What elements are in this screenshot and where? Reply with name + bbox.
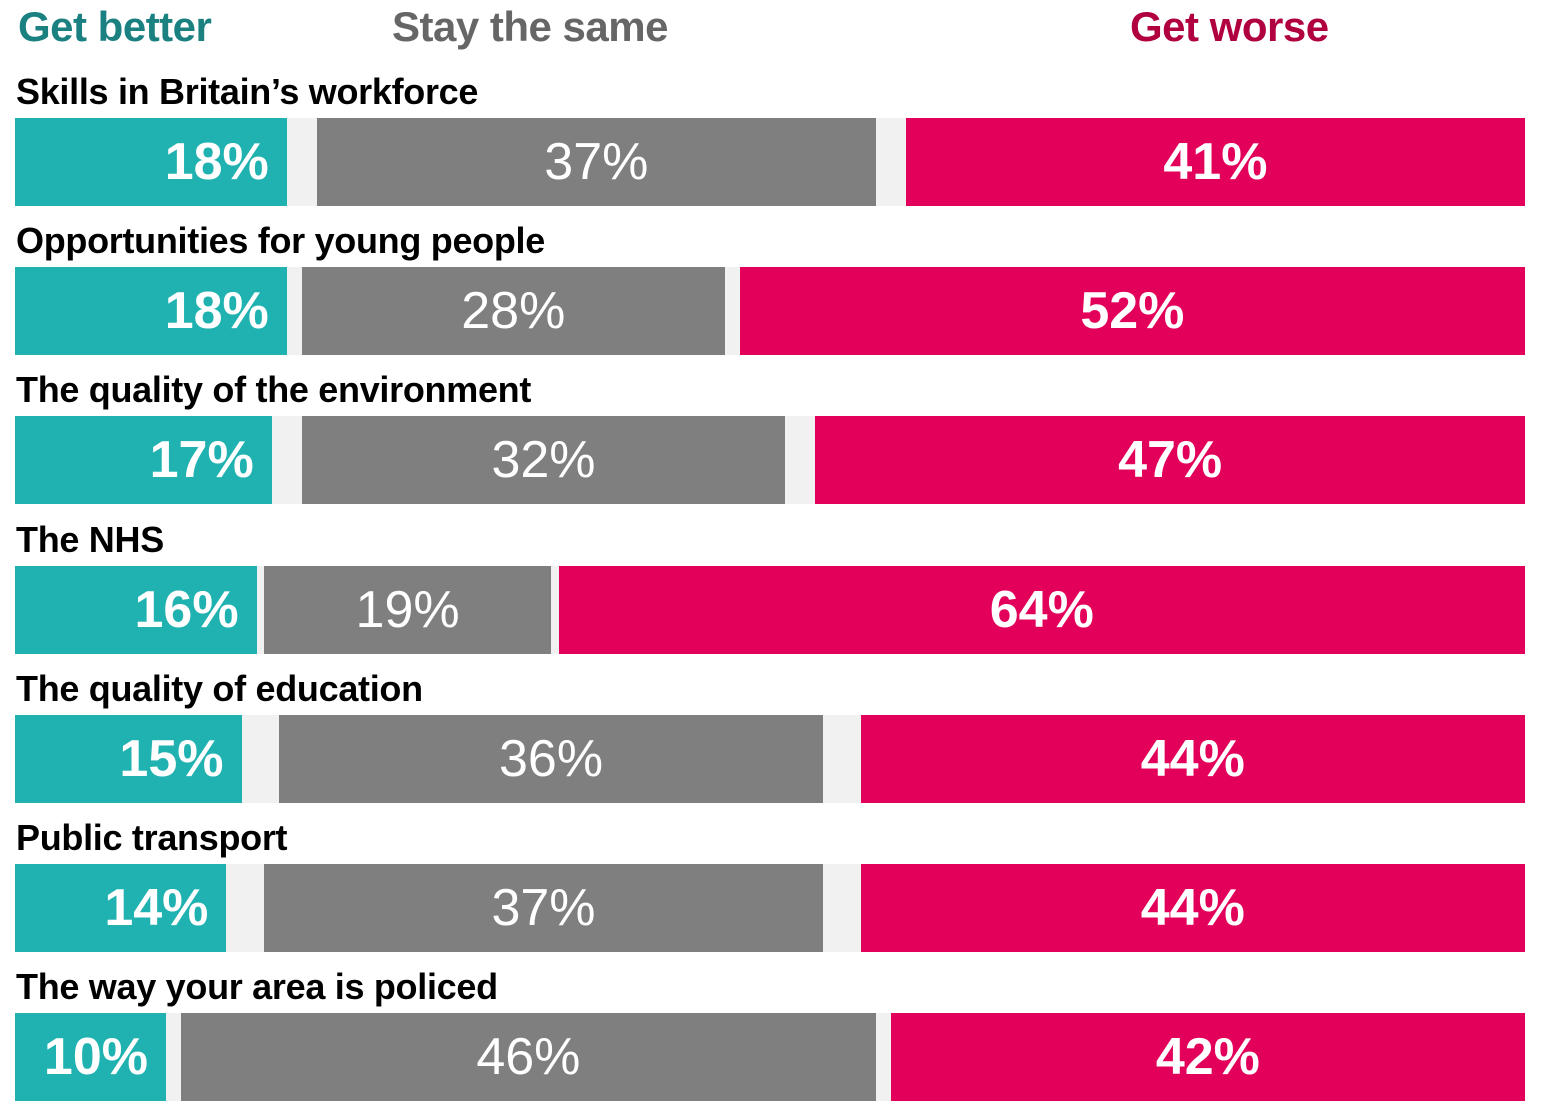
bar-track: 18% 37% 41%	[15, 118, 1525, 206]
bar-segment-better: 10%	[15, 1013, 166, 1101]
bar-segment-worse: 64%	[558, 565, 1525, 654]
bar-segment-worse: 41%	[905, 118, 1525, 206]
bar-segment-worse: 44%	[860, 714, 1525, 803]
legend-get-worse: Get worse	[1130, 3, 1329, 50]
bar-segment-worse: 47%	[815, 416, 1525, 505]
bar-segment-same: 37%	[264, 864, 823, 952]
bar-segment-better: 18%	[15, 267, 287, 356]
bar-segment-same: 19%	[264, 565, 552, 654]
bar-segment-better: 18%	[15, 118, 287, 206]
legend-stay-the-same: Stay the same	[392, 3, 668, 50]
bar-segment-worse: 52%	[739, 267, 1525, 356]
bar-track: 14% 37% 44%	[15, 864, 1525, 952]
category-label-opportunities-for-young-people: Opportunities for young people	[16, 220, 545, 262]
bar-segment-same: 46%	[181, 1013, 876, 1101]
category-label-the-quality-of-the-environment: The quality of the environment	[16, 369, 532, 411]
bar-track: 16% 19% 64%	[15, 565, 1525, 654]
bar-segment-better: 14%	[15, 864, 227, 952]
bar-track: 17% 32% 47%	[15, 416, 1525, 505]
bar-segment-better: 16%	[15, 565, 257, 654]
bar-segment-same: 32%	[301, 416, 786, 505]
bar-segment-worse: 42%	[890, 1013, 1525, 1101]
category-label-the-nhs: The NHS	[16, 518, 164, 560]
bar-track: 18% 28% 52%	[15, 267, 1525, 356]
bar-segment-worse: 44%	[860, 864, 1525, 952]
legend: Get better Stay the same Get worse	[0, 0, 1542, 56]
bar-segment-same: 28%	[301, 267, 725, 356]
bar-segment-same: 37%	[317, 118, 876, 206]
category-label-the-way-your-area-is-policed: The way your area is policed	[16, 966, 498, 1008]
category-label-the-quality-of-education: The quality of education	[16, 667, 423, 709]
category-label-skills-in-britains-workforce: Skills in Britain’s workforce	[16, 71, 479, 112]
bar-track: 15% 36% 44%	[15, 714, 1525, 803]
bar-segment-better: 17%	[15, 416, 272, 505]
bar-track: 10% 46% 42%	[15, 1013, 1525, 1101]
category-label-public-transport: Public transport	[16, 817, 288, 858]
legend-get-better: Get better	[18, 3, 212, 50]
bar-segment-better: 15%	[15, 714, 242, 803]
bar-segment-same: 36%	[279, 714, 823, 803]
